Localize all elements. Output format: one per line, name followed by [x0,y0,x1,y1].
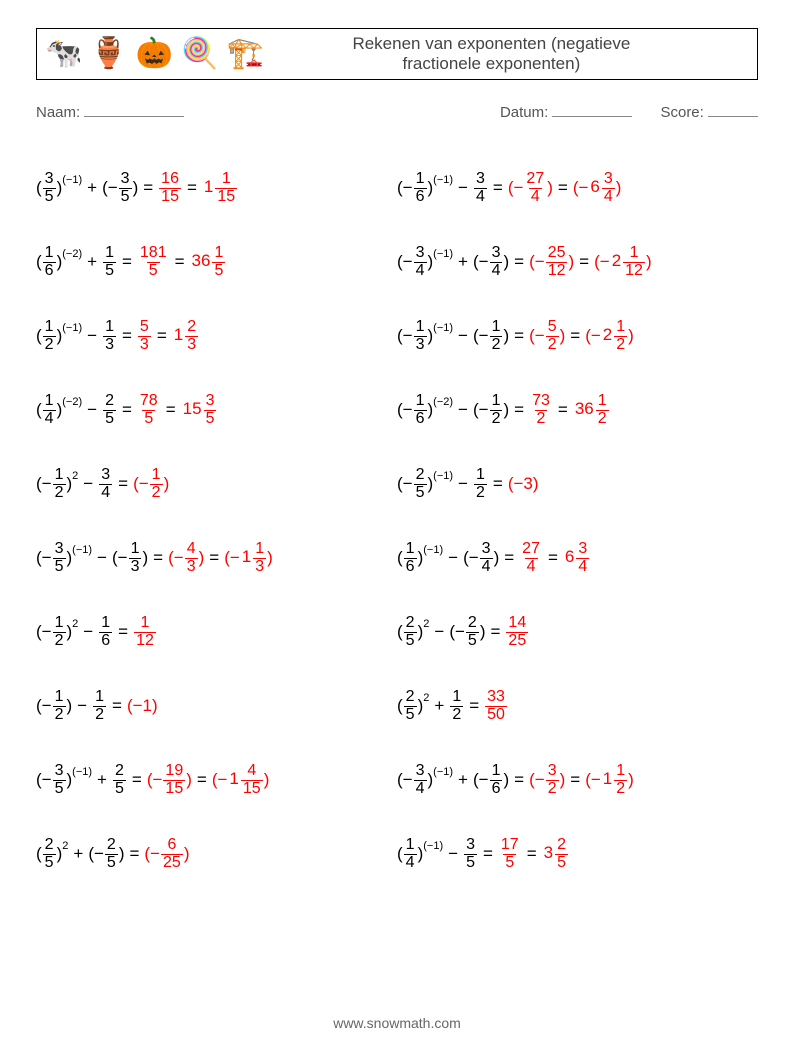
problem-row: (−12)2−16=112 [36,595,397,669]
name-field: Naam: [36,104,500,121]
date-blank[interactable] [552,116,632,117]
problem-row: (−25)(−1)−12=(−3) [397,447,758,521]
problem-row: (−34)(−1)+(−16)=(−32)=(−112) [397,743,758,817]
problem-row: (35)(−1)+(−35)=1615=1115 [36,151,397,225]
problems-left-column: (35)(−1)+(−35)=1615=1115(16)(−2)+15=1815… [36,151,397,891]
problem-row: (−12)−12=(−1) [36,669,397,743]
date-label: Datum: [500,104,548,121]
problem-row: (−35)(−1)−(−13)=(−43)=(−113) [36,521,397,595]
footer-url: www.snowmath.com [0,1015,794,1031]
problems-right-column: (−16)(−1)−34=(−274)=(−634)(−34)(−1)+(−34… [397,151,758,891]
problem-row: (−16)(−1)−34=(−274)=(−634) [397,151,758,225]
problem-row: (−35)(−1)+25=(−1915)=(−1415) [36,743,397,817]
icon-1: 🐄 [45,39,82,69]
problem-row: (14)(−1)−35=175=325 [397,817,758,891]
icon-2: 🏺 [90,39,127,69]
score-blank[interactable] [708,116,758,117]
problem-row: (16)(−2)+15=1815=3615 [36,225,397,299]
title-line-1: Rekenen van exponenten (negatieve [352,34,630,53]
problem-row: (−34)(−1)+(−34)=(−2512)=(−2112) [397,225,758,299]
name-label: Naam: [36,104,80,121]
problem-row: (12)(−1)−13=53=123 [36,299,397,373]
score-label: Score: [660,104,703,121]
icon-5: 🏗️ [226,39,263,69]
problem-row: (25)2−(−25)=1425 [397,595,758,669]
worksheet-title: Rekenen van exponenten (negatieve fracti… [264,34,749,74]
problem-row: (25)2+12=3350 [397,669,758,743]
meta-row: Naam: Datum: Score: [36,104,758,121]
title-line-2: fractionele exponenten) [403,54,581,73]
name-blank[interactable] [84,116,184,117]
problem-row: (14)(−2)−25=785=1535 [36,373,397,447]
icon-4: 🍭 [181,39,218,69]
problem-row: (16)(−1)−(−34)=274=634 [397,521,758,595]
problem-row: (25)2+(−25)=(−625) [36,817,397,891]
header-box: 🐄 🏺 🎃 🍭 🏗️ Rekenen van exponenten (negat… [36,28,758,80]
problem-row: (−12)2−34=(−12) [36,447,397,521]
problem-row: (−13)(−1)−(−12)=(−52)=(−212) [397,299,758,373]
date-field: Datum: [500,104,633,121]
problem-row: (−16)(−2)−(−12)=732=3612 [397,373,758,447]
problems-area: (35)(−1)+(−35)=1615=1115(16)(−2)+15=1815… [36,151,758,891]
icon-3: 🎃 [136,39,173,69]
score-field: Score: [660,104,758,121]
header-icons: 🐄 🏺 🎃 🍭 🏗️ [45,39,264,69]
